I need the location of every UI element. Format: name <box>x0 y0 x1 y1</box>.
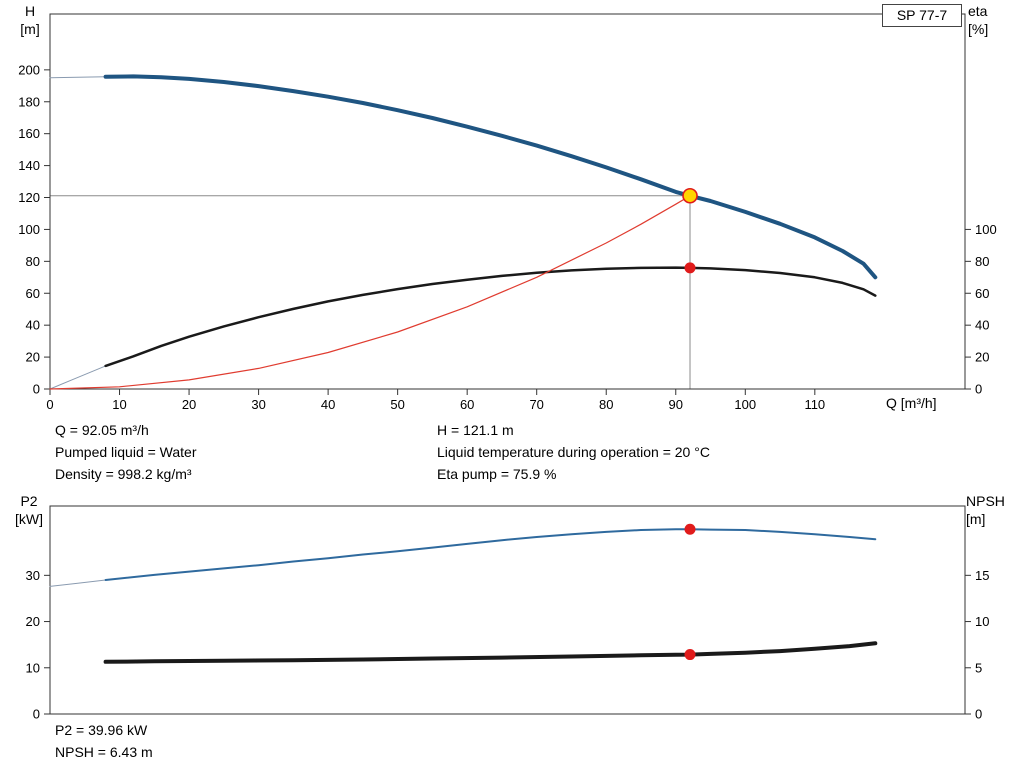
y-left-tick-label: 0 <box>33 707 40 722</box>
y-right-tick-label: 80 <box>975 254 989 269</box>
eta-curve-lead <box>49 365 107 390</box>
y-left-tick-label: 30 <box>26 568 40 583</box>
x-tick-label: 70 <box>529 397 543 412</box>
h-curve <box>103 74 878 280</box>
q-axis-label: Q [m³/h] <box>886 395 937 411</box>
y-right-tick-label: 0 <box>975 707 982 722</box>
x-tick-label: 0 <box>46 397 53 412</box>
y-left-tick-label: 120 <box>18 190 40 205</box>
npsh-axis-label-symbol: NPSH <box>966 493 1005 509</box>
x-tick-label: 30 <box>251 397 265 412</box>
plot-border <box>49 13 966 390</box>
power-annotations: P2 = 39.96 kW NPSH = 6.43 m <box>55 719 153 763</box>
duty-annotations-right: H = 121.1 m Liquid temperature during op… <box>437 419 710 485</box>
y-left-tick-label: 20 <box>26 614 40 629</box>
y-left-tick-label: 40 <box>26 318 40 333</box>
h-axis-label: H [m] <box>12 2 48 38</box>
annotation-h: H = 121.1 m <box>437 422 514 438</box>
x-tick-label: 50 <box>390 397 404 412</box>
y-left-tick-label: 80 <box>26 254 40 269</box>
y-left-tick-label: 180 <box>18 94 40 109</box>
plot-border <box>49 505 966 715</box>
eta-curve <box>104 266 877 368</box>
y-left-tick-label: 0 <box>33 382 40 397</box>
y-right-tick-label: 0 <box>975 382 982 397</box>
eta-point <box>684 262 696 274</box>
p2-axis-label-symbol: P2 <box>20 493 38 509</box>
annotation-liquid-temperature: Liquid temperature during operation = 20… <box>437 444 710 460</box>
x-tick-label: 100 <box>734 397 756 412</box>
duty-annotations-left: Q = 92.05 m³/h Pumped liquid = Water Den… <box>55 419 197 485</box>
p2-npsh-chart: 0 10 20 30 0 5 10 15 <box>26 505 989 722</box>
x-tick-label: 80 <box>599 397 613 412</box>
annotation-npsh: NPSH = 6.43 m <box>55 744 153 760</box>
y-left-tick-label: 60 <box>26 286 40 301</box>
h-axis-label-unit: [m] <box>20 21 40 37</box>
h-axis-label-symbol: H <box>24 3 36 19</box>
eta-axis-label-unit: [%] <box>968 21 989 37</box>
p2-curve-lead <box>49 579 107 587</box>
y-left-tick-label: 10 <box>26 660 40 675</box>
annotation-density: Density = 998.2 kg/m³ <box>55 466 192 482</box>
y-left-tick-label: 140 <box>18 158 40 173</box>
p2-point <box>684 523 696 535</box>
y-right-tick-label: 20 <box>975 350 989 365</box>
eta-axis-label-symbol: eta <box>968 3 988 19</box>
npsh-axis-label: NPSH [m] <box>966 492 1022 528</box>
x-tick-label: 10 <box>112 397 126 412</box>
annotation-pumped-liquid: Pumped liquid = Water <box>55 444 197 460</box>
y-right-tick-label: 10 <box>975 614 989 629</box>
x-tick-label: 60 <box>460 397 474 412</box>
p2-axis-label: P2 [kW] <box>10 492 48 528</box>
p2-axis-label-unit: [kW] <box>15 511 43 527</box>
x-tick-label: 110 <box>804 397 825 412</box>
y-left-tick-label: 200 <box>18 62 40 77</box>
y-right-tick-label: 100 <box>975 222 997 237</box>
npsh-axis-label-unit: [m] <box>966 511 986 527</box>
h-curve-lead <box>49 76 107 79</box>
x-tick-label: 20 <box>182 397 196 412</box>
y-left-tick-label: 20 <box>26 350 40 365</box>
hq-eta-chart: 0 20 40 60 80 100 120 140 160 180 200 0 20 40 60 80 100 0… <box>18 13 997 412</box>
y-right-tick-label: 5 <box>975 660 982 675</box>
y-right-tick-label: 15 <box>975 568 989 583</box>
x-tick-label: 40 <box>321 397 335 412</box>
npsh-point <box>684 649 696 661</box>
duty-point <box>682 187 698 204</box>
x-tick-label: 90 <box>669 397 683 412</box>
eta-axis-label: eta [%] <box>968 2 1018 38</box>
y-left-tick-label: 100 <box>18 222 40 237</box>
annotation-q: Q = 92.05 m³/h <box>55 422 149 438</box>
pump-type-badge: SP 77-7 <box>882 4 962 27</box>
y-right-tick-label: 60 <box>975 286 989 301</box>
annotation-p2: P2 = 39.96 kW <box>55 722 148 738</box>
annotation-eta-pump: Eta pump = 75.9 % <box>437 466 557 482</box>
p2-curve <box>104 528 877 581</box>
npsh-curve <box>103 641 878 664</box>
y-left-tick-label: 160 <box>18 126 40 141</box>
y-right-tick-label: 40 <box>975 318 989 333</box>
system-curve <box>49 195 691 390</box>
